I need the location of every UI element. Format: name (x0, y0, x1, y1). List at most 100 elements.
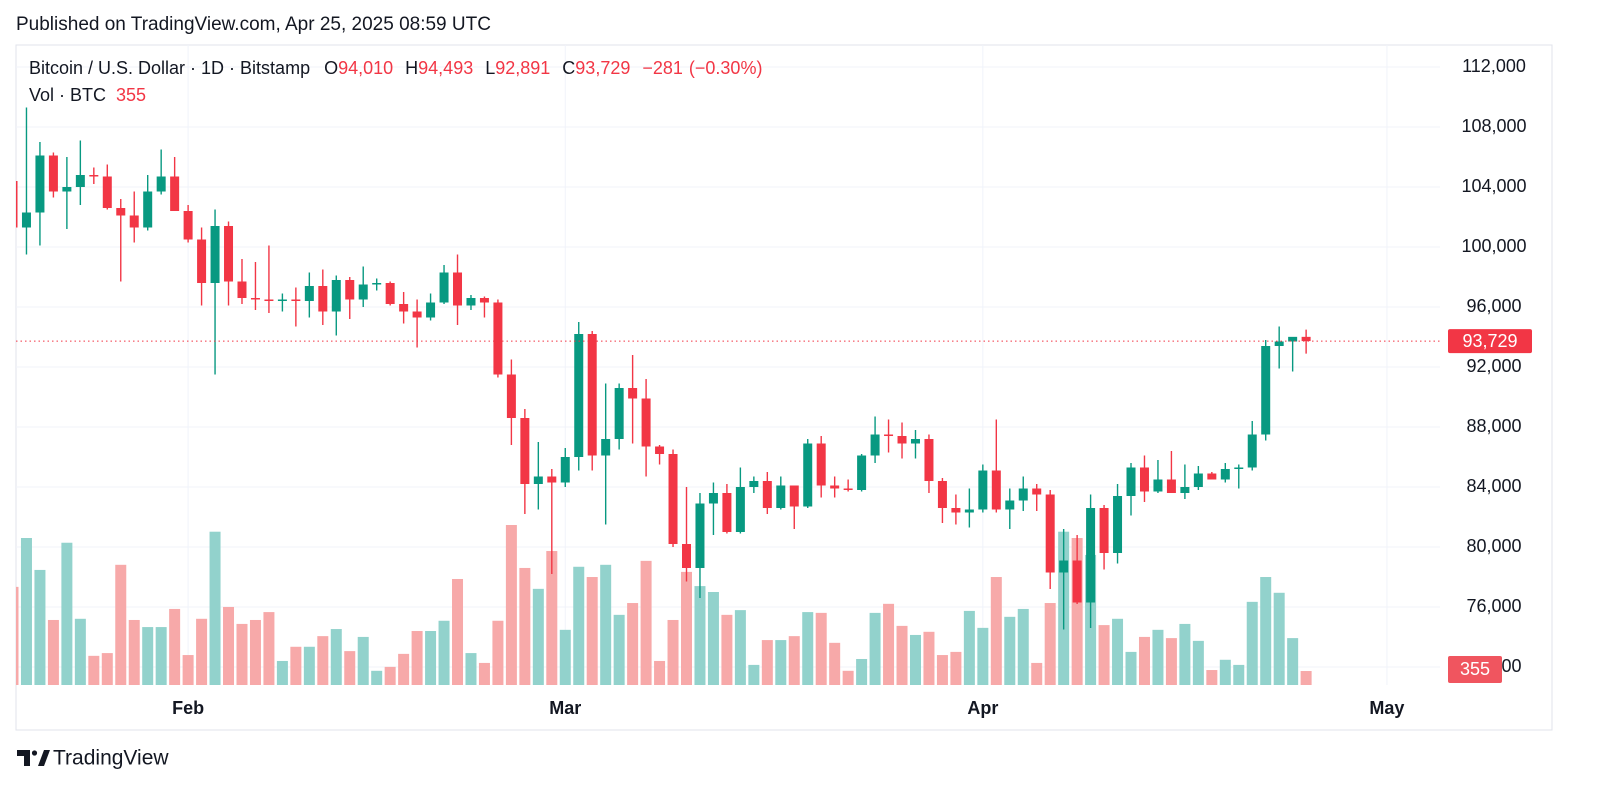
volume-bar (748, 664, 760, 685)
volume-value-label: 355 (1460, 659, 1490, 679)
candle-body (601, 439, 611, 456)
volume-bar (1017, 608, 1029, 685)
volume-bar (1192, 640, 1204, 685)
candle-body (628, 388, 638, 399)
candle-body (1193, 473, 1203, 488)
candle-body (897, 436, 907, 444)
volume-bar (88, 655, 100, 685)
candle-body (1234, 467, 1244, 470)
volume-bar (829, 642, 841, 685)
candle-body (102, 176, 112, 209)
candle-body (1018, 488, 1028, 501)
candle-body (358, 284, 368, 300)
candle-body (991, 470, 1001, 510)
candle-body (695, 503, 705, 569)
volume-bar (290, 646, 302, 685)
y-tick-label: 80,000 (1466, 536, 1521, 556)
candle-body (843, 488, 853, 491)
volume-bar (936, 655, 948, 685)
candle-body (1059, 560, 1069, 573)
volume-bar (101, 653, 113, 685)
volume-bar (142, 627, 154, 685)
volume-bar (532, 588, 544, 685)
y-tick-label: 104,000 (1461, 176, 1526, 196)
volume-bar (1138, 636, 1150, 685)
volume-bar (990, 577, 1002, 685)
volume-bar (640, 560, 652, 685)
volume-bar (223, 606, 235, 685)
volume-bar (1260, 577, 1272, 685)
candle-body (937, 481, 947, 509)
grid (16, 45, 1440, 685)
volume-bar (20, 538, 32, 685)
candle-body (1153, 479, 1163, 492)
chart-frame (15, 44, 1553, 731)
volume-bar (1246, 601, 1258, 685)
volume-bar (1004, 616, 1016, 685)
volume-bar (627, 603, 639, 685)
candle-body (964, 509, 974, 513)
volume-bar (815, 612, 827, 685)
volume-bar (950, 651, 962, 685)
volume-bar (1233, 664, 1245, 685)
volume-bar (276, 660, 288, 685)
candle-body (35, 155, 45, 213)
volume-bar (384, 666, 396, 685)
ohlc-value: 94,493 (418, 58, 473, 78)
volume-bar (1273, 592, 1285, 685)
volume-bar (330, 629, 342, 685)
candle-body (614, 388, 624, 440)
candle-body (21, 212, 31, 228)
candle-body (89, 175, 99, 177)
volume-bar (896, 625, 908, 685)
y-tick-label: 100,000 (1461, 236, 1526, 256)
volume-bar (856, 658, 868, 685)
ohlc-name: L (485, 58, 495, 78)
y-tick-label: 112,000 (1462, 56, 1526, 76)
volume-bar (909, 634, 921, 685)
candle-body (345, 280, 355, 300)
candle-body (75, 175, 85, 188)
legend-line: Bitcoin / U.S. Dollar · 1D · Bitstamp O94… (29, 58, 762, 78)
candle-body (506, 374, 516, 419)
volume-name: Vol · BTC (29, 85, 106, 105)
ohlc-value: 93,729 (575, 58, 630, 78)
candle-body (708, 493, 718, 504)
volume-bar (559, 629, 571, 685)
candle-body (439, 272, 449, 303)
volume-bar (303, 646, 315, 685)
candle-body (520, 418, 530, 485)
volume-bar (209, 531, 221, 685)
volume-bar (371, 670, 383, 685)
candle-body (183, 211, 193, 240)
volume-bar (1098, 625, 1110, 685)
volume-bar (505, 525, 517, 685)
candle-body (170, 176, 180, 212)
volume-bar (61, 542, 73, 685)
volume-bar (478, 662, 490, 685)
candle-body (1045, 494, 1055, 573)
candle-body (277, 299, 287, 302)
volume-bar (613, 614, 625, 685)
volume-bar (600, 564, 612, 685)
x-tick-label: Feb (172, 698, 204, 718)
brand-name: TradingView (53, 747, 169, 770)
candle-body (1072, 560, 1082, 603)
last-price-box (1448, 329, 1532, 354)
y-tick-label: 92,000 (1466, 356, 1521, 376)
volume-bar (573, 566, 585, 685)
volume-bar (1152, 629, 1164, 685)
candle-body (291, 299, 301, 302)
x-tick-label: May (1369, 698, 1404, 718)
volume-bar (74, 618, 86, 685)
volume-bar (344, 651, 356, 685)
candle-body (1261, 346, 1271, 435)
volume-bar (465, 653, 477, 685)
candle-body (210, 226, 220, 284)
candle-body (399, 304, 409, 312)
volume-bar (923, 631, 935, 685)
volume-bar (155, 627, 167, 685)
candle-body (560, 457, 570, 483)
candle-body (1274, 341, 1284, 347)
x-tick-label: Apr (967, 698, 998, 718)
